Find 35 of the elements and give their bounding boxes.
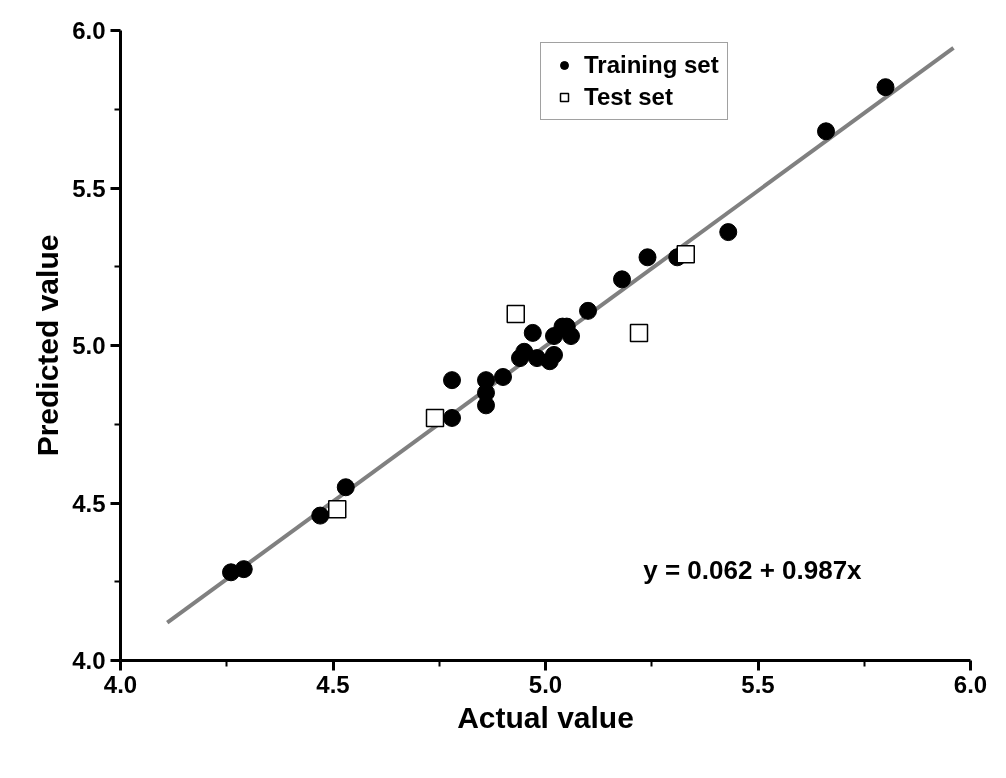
point [876,78,895,97]
y-axis-title: Predicted value [31,234,65,457]
x-tick-label: 5.5 [741,670,775,698]
point [817,122,835,141]
point [336,478,355,497]
y-tick-label: 4.5 [72,489,106,517]
point [328,500,347,519]
point [613,270,631,289]
point [562,327,580,346]
point [579,301,597,320]
legend-label: Training set [584,51,719,79]
y-tick-label: 5.0 [72,332,106,359]
point [425,408,445,428]
point [629,323,649,343]
point [443,408,461,427]
point [506,304,525,324]
x-tick-label: 4.5 [316,670,350,698]
point [494,368,512,386]
y-tick-label: 6.0 [72,17,106,44]
x-tick-label: 6.0 [953,670,988,698]
point [311,506,330,525]
point [719,223,738,242]
legend-label: Test set [584,83,673,111]
y-tick-label: 4.0 [72,647,106,674]
point [443,371,461,390]
point [523,323,542,342]
point [545,345,563,364]
x-tick-label: 5.0 [528,670,563,698]
point [638,248,657,267]
x-axis-title: Actual value [457,700,634,734]
annotation: y = 0.062 + 0.987x [643,554,863,585]
y-tick-label: 5.5 [72,174,106,202]
point [676,244,695,264]
point [234,560,253,579]
x-tick-label: 4.0 [103,670,138,698]
